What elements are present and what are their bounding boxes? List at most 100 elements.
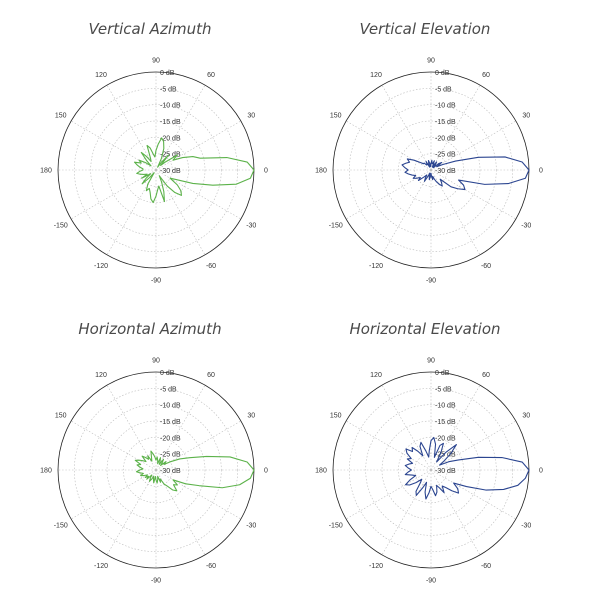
grid-spoke (430, 469, 481, 556)
angle-tick-label: -60 (206, 263, 216, 270)
radial-tick-label: 0 dB (435, 70, 450, 77)
polar-chart-horizontal-azimuth: Horizontal Azimuth 0 30 60 90 120 150 180 -150 -… (0, 300, 300, 600)
grid-spoke (155, 169, 206, 256)
grid-ring (123, 137, 189, 203)
angle-tick-label: 90 (427, 358, 435, 365)
grid-ring (381, 420, 481, 520)
radial-tick-label: -25 dB (435, 452, 456, 459)
angle-tick-label: -90 (151, 578, 161, 585)
angle-tick-label: 180 (315, 168, 327, 175)
grid-ring (74, 388, 238, 552)
angle-tick-label: -30 (246, 223, 256, 230)
grid-ring (106, 420, 206, 520)
radiation-pattern-line (133, 137, 255, 204)
grid-spoke (70, 420, 157, 471)
radial-tick-label: -30 dB (435, 168, 456, 175)
radial-tick-label: -15 dB (435, 419, 456, 426)
chart-title: Horizontal Azimuth (78, 320, 222, 338)
grid-spoke (381, 384, 432, 471)
angle-tick-label: 30 (522, 113, 530, 120)
polar-chart-vertical-elevation: Vertical Elevation 0 30 60 90 120 150 180 -150 -… (275, 0, 575, 300)
angle-tick-label: -60 (206, 563, 216, 570)
grid-spoke (345, 420, 432, 471)
angle-tick-label: 0 (264, 168, 268, 175)
grid-ring (123, 437, 189, 503)
angle-tick-label: -120 (369, 263, 383, 270)
grid-spoke (106, 84, 157, 171)
angle-tick-label: 180 (40, 468, 52, 475)
radial-tick-label: -5 dB (160, 386, 177, 393)
angle-tick-label: 60 (482, 72, 490, 79)
angle-tick-label: 120 (370, 372, 382, 379)
angle-tick-label: -150 (54, 523, 68, 530)
angle-tick-label: -150 (329, 523, 343, 530)
angle-tick-label: -90 (151, 278, 161, 285)
radial-tick-label: -10 dB (435, 403, 456, 410)
radial-tick-label: -5 dB (160, 86, 177, 93)
angle-tick-label: 30 (247, 413, 255, 420)
polar-plot: 0 30 60 90 120 150 180 -150 -120 -90 -60 -30 0 dB -5 … (315, 58, 543, 285)
angle-tick-label: 120 (95, 72, 107, 79)
grid-ring (90, 104, 222, 236)
radial-tick-label: -20 dB (435, 435, 456, 442)
angle-tick-label: -30 (246, 523, 256, 530)
radial-tick-label: -30 dB (160, 168, 181, 175)
radiation-pattern-line (404, 436, 530, 500)
angle-tick-label: 180 (315, 468, 327, 475)
radial-tick-label: -10 dB (160, 103, 181, 110)
polar-plot: 0 30 60 90 120 150 180 -150 -120 -90 -60 -30 0 dB -5 … (40, 58, 268, 285)
angle-tick-label: 60 (207, 372, 215, 379)
grid-ring (106, 120, 206, 220)
angle-tick-label: 150 (330, 413, 342, 420)
radial-tick-label: -20 dB (160, 135, 181, 142)
angle-tick-label: -120 (94, 263, 108, 270)
grid-ring (398, 137, 464, 203)
grid-spoke (381, 84, 432, 171)
grid-ring (365, 404, 497, 536)
grid-spoke (155, 469, 242, 520)
angle-tick-label: 90 (427, 58, 435, 65)
grid-spoke (345, 120, 432, 171)
grid-ring (398, 437, 464, 503)
radial-tick-label: -15 dB (435, 119, 456, 126)
angle-tick-label: 30 (247, 113, 255, 120)
angle-tick-label: 150 (330, 113, 342, 120)
grid-spoke (430, 169, 517, 220)
angle-tick-label: -150 (54, 223, 68, 230)
chart-title: Horizontal Elevation (349, 320, 501, 338)
angle-tick-label: 180 (40, 168, 52, 175)
angle-tick-label: -150 (329, 223, 343, 230)
radial-tick-label: -25 dB (160, 452, 181, 459)
grid-ring (90, 404, 222, 536)
grid-ring (414, 153, 448, 187)
angle-tick-label: 120 (95, 372, 107, 379)
radial-tick-label: -20 dB (160, 435, 181, 442)
grid-spoke (155, 169, 242, 220)
grid-ring (414, 453, 448, 487)
angle-tick-label: 120 (370, 72, 382, 79)
polar-chart-vertical-azimuth: Vertical Azimuth 0 30 60 90 120 150 180 -150 -12… (0, 0, 300, 300)
angle-tick-label: 150 (55, 413, 67, 420)
angle-tick-label: 0 (539, 468, 543, 475)
angle-tick-label: -60 (481, 563, 491, 570)
angle-tick-label: 60 (482, 372, 490, 379)
radiation-pattern-line (134, 450, 255, 492)
angle-tick-label: -30 (521, 523, 531, 530)
chart-title: Vertical Azimuth (88, 20, 212, 38)
grid-ring (139, 153, 173, 187)
radial-tick-label: -15 dB (160, 419, 181, 426)
angle-tick-label: 60 (207, 72, 215, 79)
grid-spoke (430, 469, 517, 520)
radial-tick-label: 0 dB (160, 70, 175, 77)
radial-tick-label: -30 dB (160, 468, 181, 475)
angle-tick-label: -90 (426, 578, 436, 585)
angle-tick-label: 30 (522, 413, 530, 420)
radial-tick-label: 0 dB (160, 370, 175, 377)
radiation-pattern-line (401, 156, 530, 191)
angle-tick-label: 90 (152, 58, 160, 65)
radial-tick-label: -25 dB (160, 152, 181, 159)
angle-tick-label: -120 (369, 563, 383, 570)
radial-tick-label: -5 dB (435, 86, 452, 93)
angle-tick-label: -90 (426, 278, 436, 285)
polar-chart-horizontal-elevation: Horizontal Elevation 0 30 60 90 120 150 180 -15… (275, 300, 575, 600)
